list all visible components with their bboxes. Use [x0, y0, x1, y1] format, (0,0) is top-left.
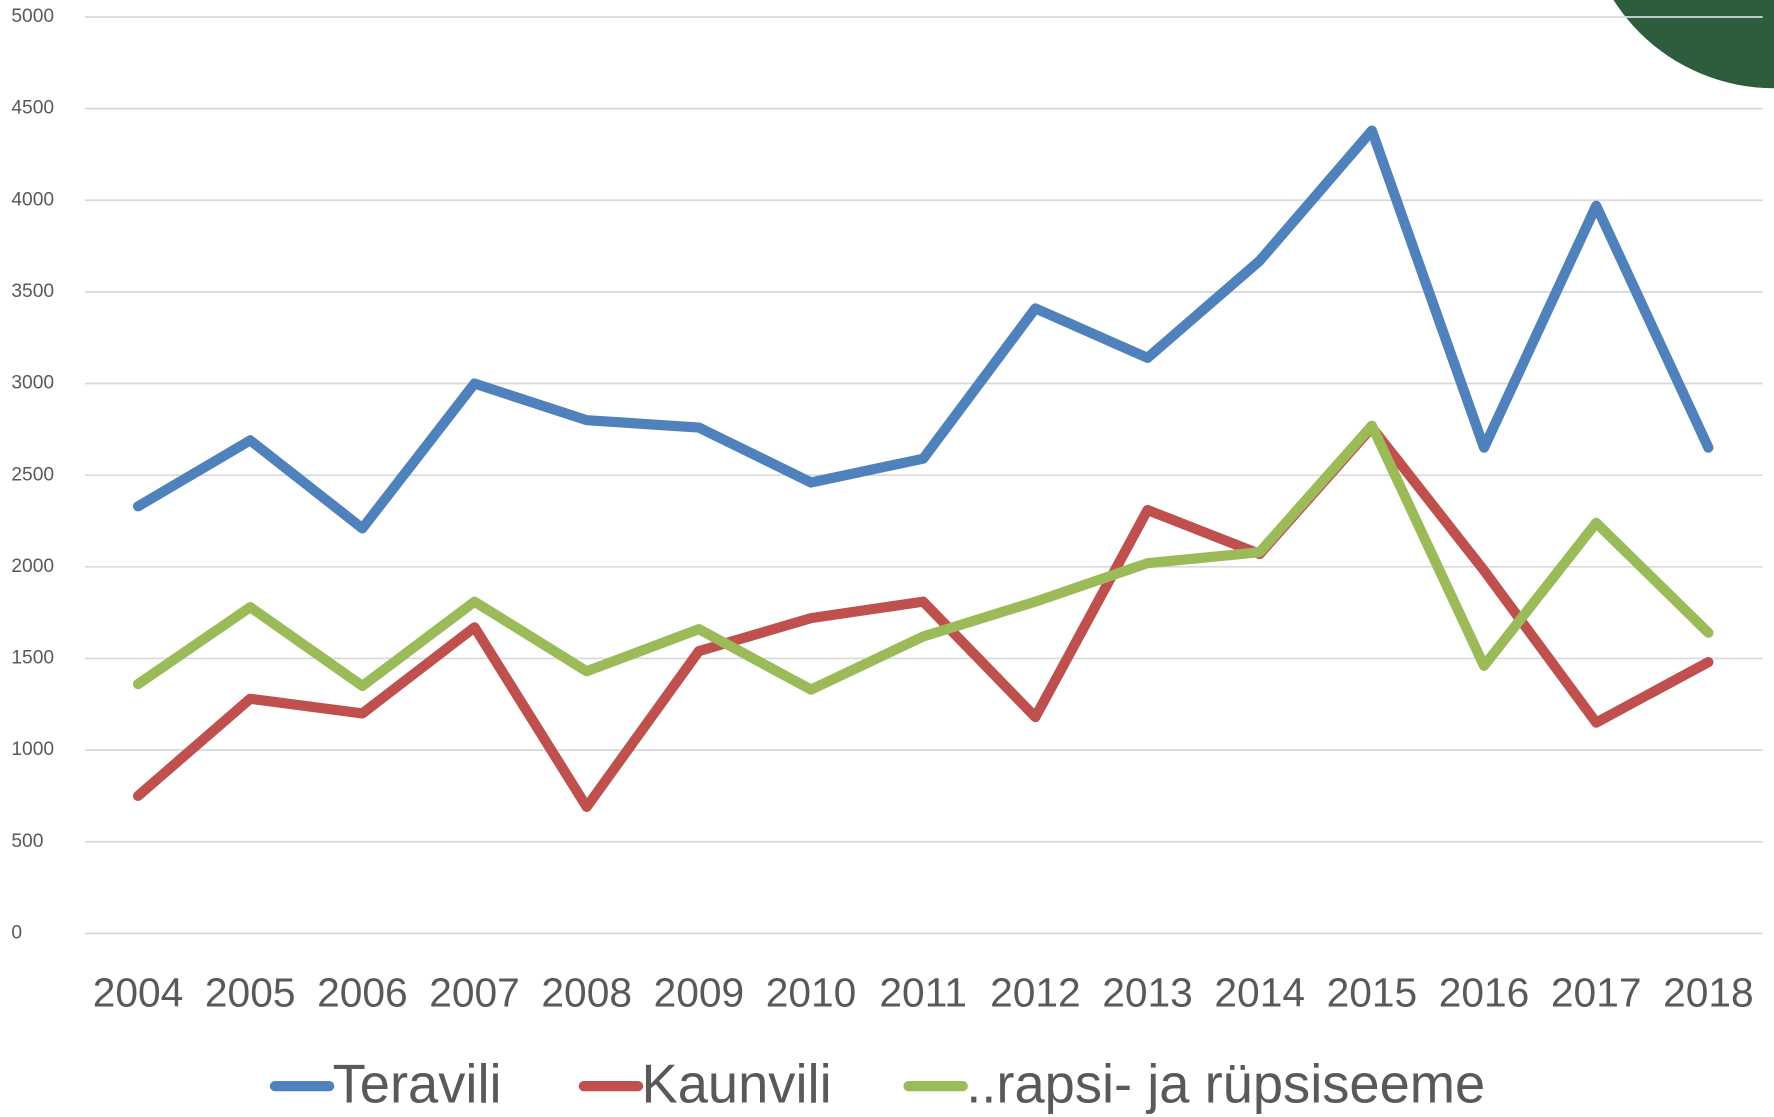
y-tick-label: 3000 — [11, 373, 54, 394]
x-tick-label: 2008 — [541, 969, 632, 1015]
x-tick-label: 2015 — [1327, 969, 1418, 1015]
series-line — [132, 420, 1714, 695]
x-tick-label: 2016 — [1439, 969, 1530, 1015]
series-line — [132, 125, 1714, 534]
y-tick-label: 4000 — [11, 189, 54, 210]
y-tick-label: 2000 — [11, 556, 54, 577]
logo-badge — [1613, 0, 1774, 89]
x-tick-label: 2005 — [205, 969, 296, 1015]
y-tick-label: 5000 — [11, 6, 54, 27]
x-tick-label: 2010 — [766, 969, 857, 1015]
legend-label: Kaunvili — [641, 1054, 831, 1115]
y-tick-label: 4500 — [11, 98, 54, 119]
x-tick-label: 2014 — [1214, 969, 1305, 1015]
series-line — [132, 422, 1714, 813]
x-tick-label: 2006 — [317, 969, 408, 1015]
x-tick-label: 2012 — [990, 969, 1081, 1015]
y-tick-label: 500 — [11, 831, 43, 852]
legend-label: Teravili — [333, 1054, 502, 1115]
y-tick-label: 0 — [11, 922, 22, 943]
legend-label: ..rapsi- ja rüpsiseeme — [966, 1054, 1485, 1115]
x-tick-label: 2009 — [654, 969, 745, 1015]
x-tick-label: 2011 — [879, 969, 967, 1015]
x-tick-label: 2018 — [1663, 969, 1754, 1015]
y-tick-label: 1000 — [11, 739, 54, 760]
y-tick-label: 1500 — [11, 648, 54, 669]
x-tick-label: 2004 — [93, 969, 184, 1015]
y-tick-label: 2500 — [11, 464, 54, 485]
x-tick-label: 2017 — [1551, 969, 1642, 1015]
x-tick-label: 2007 — [429, 969, 520, 1015]
x-tick-label: 2013 — [1102, 969, 1193, 1015]
y-tick-label: 3500 — [11, 281, 54, 302]
